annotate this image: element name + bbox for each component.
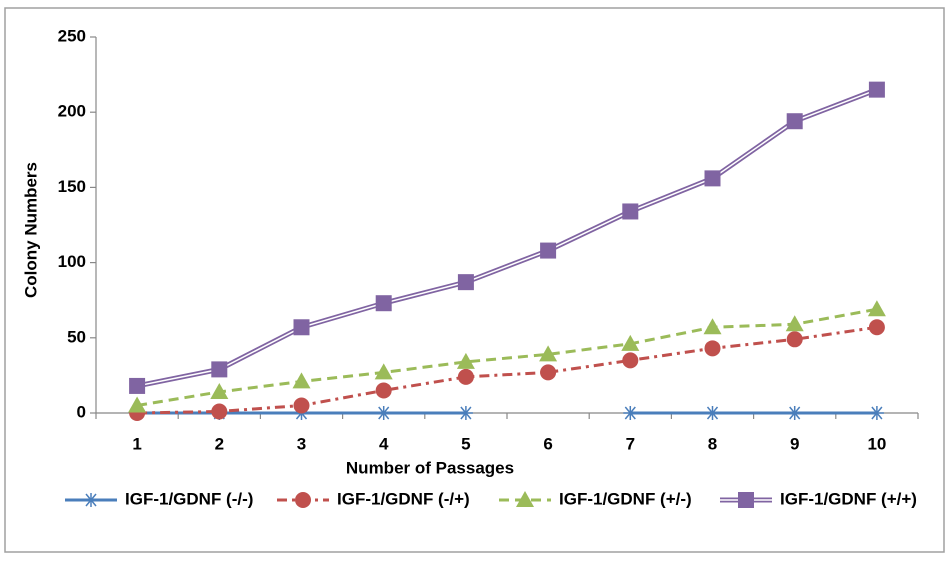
marker [210, 382, 229, 399]
marker [540, 242, 557, 259]
y-tick-label: 150 [58, 177, 86, 196]
marker [374, 363, 393, 380]
marker [785, 315, 804, 332]
marker [738, 492, 754, 508]
marker [786, 113, 803, 130]
x-tick-label: 8 [708, 434, 717, 453]
legend-label: IGF-1/GDNF (-/+) [337, 489, 470, 508]
marker [293, 397, 310, 414]
marker [457, 368, 474, 385]
legend-item: IGF-1/GDNF (+/+) [720, 489, 917, 508]
marker [129, 377, 146, 394]
marker [867, 300, 886, 317]
x-tick-label: 1 [132, 434, 141, 453]
series-line [137, 325, 878, 415]
legend-item: IGF-1/GDNF (-/+) [277, 489, 470, 508]
marker [456, 352, 475, 369]
marker [516, 491, 534, 507]
y-tick-label: 200 [58, 102, 86, 121]
y-tick-label: 100 [58, 252, 86, 271]
marker [868, 319, 885, 336]
marker [293, 319, 310, 336]
marker [787, 406, 802, 420]
legend-label: IGF-1/GDNF (-/-) [125, 489, 253, 508]
x-tick-label: 10 [867, 434, 886, 453]
x-tick-label: 5 [461, 434, 470, 453]
marker [622, 203, 639, 220]
marker [211, 403, 228, 420]
legend-item: IGF-1/GDNF (-/-) [65, 489, 253, 508]
x-tick-label: 6 [543, 434, 552, 453]
series-line [136, 307, 878, 407]
legend-label: IGF-1/GDNF (+/+) [780, 489, 917, 508]
marker [292, 372, 311, 389]
marker [703, 318, 722, 335]
series-line-inner [136, 88, 878, 387]
marker [211, 361, 228, 378]
marker [375, 382, 392, 399]
marker [84, 493, 98, 507]
x-axis-title: Number of Passages [346, 458, 514, 477]
marker [704, 170, 721, 187]
y-tick-label: 0 [77, 402, 86, 421]
x-tick-label: 4 [379, 434, 389, 453]
marker [868, 81, 885, 98]
marker [623, 406, 638, 420]
marker [458, 406, 473, 420]
marker [705, 406, 720, 420]
marker [128, 396, 147, 413]
marker [375, 295, 392, 312]
marker [457, 274, 474, 291]
marker [621, 334, 640, 351]
x-tick-label: 2 [215, 434, 224, 453]
marker [622, 352, 639, 369]
marker [376, 406, 391, 420]
legend-item: IGF-1/GDNF (+/-) [499, 489, 692, 508]
x-tick-label: 7 [626, 434, 635, 453]
y-tick-label: 50 [67, 327, 86, 346]
marker [540, 364, 557, 381]
marker [869, 406, 884, 420]
marker [786, 331, 803, 348]
x-tick-label: 3 [297, 434, 306, 453]
x-tick-label: 9 [790, 434, 799, 453]
legend-label: IGF-1/GDNF (+/-) [559, 489, 692, 508]
marker [539, 345, 558, 362]
marker [295, 492, 311, 508]
y-tick-label: 250 [58, 26, 86, 45]
marker [704, 340, 721, 357]
y-axis-title: Colony Numbers [21, 162, 40, 298]
